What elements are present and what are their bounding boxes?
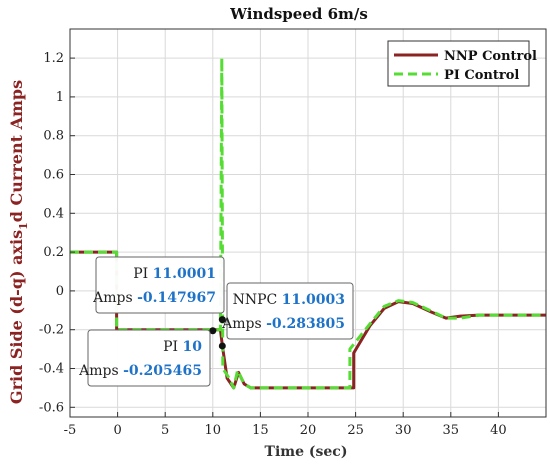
y-tick-label: -0.2 bbox=[39, 323, 64, 338]
datatip-x-label: PI bbox=[133, 266, 152, 282]
datatip-y-value: -0.283805 bbox=[266, 316, 345, 332]
y-tick-label: 1 bbox=[56, 90, 64, 105]
x-tick-label: 5 bbox=[161, 423, 169, 438]
datatip-x-line: NNPC 11.0003 bbox=[233, 292, 345, 308]
legend-label-pi: PI Control bbox=[444, 68, 519, 83]
x-tick-label: 40 bbox=[490, 423, 507, 438]
y-axis-label-main: Grid Side (d-q) axis bbox=[7, 230, 26, 404]
series-line-pi-control bbox=[70, 56, 546, 390]
datatip-marker[interactable] bbox=[218, 316, 226, 324]
datatip-y-line: Amps -0.205465 bbox=[78, 363, 202, 379]
x-tick-label: 35 bbox=[443, 423, 460, 438]
x-tick-label: 30 bbox=[395, 423, 412, 438]
datatip-y-label: Amps bbox=[78, 363, 123, 379]
chart-title: Windspeed 6m/s bbox=[229, 5, 368, 23]
y-axis-label-rest: d Current Amps bbox=[7, 80, 26, 222]
x-axis-label: Time (sec) bbox=[265, 444, 348, 460]
datatip-x-label: NNPC bbox=[233, 292, 282, 308]
datatip-y-line: Amps -0.283805 bbox=[221, 316, 345, 332]
y-tick-label: 0.2 bbox=[43, 245, 64, 260]
datatip-y-value: -0.147967 bbox=[137, 290, 216, 306]
y-tick-label: 0 bbox=[56, 284, 64, 299]
y-tick-label: 0.8 bbox=[43, 129, 64, 144]
y-tick-label: 0.6 bbox=[43, 168, 64, 183]
x-tick-label: 20 bbox=[300, 423, 317, 438]
legend-box bbox=[387, 40, 530, 87]
datatip-y-value: -0.205465 bbox=[123, 363, 202, 379]
datatip-x-line: PI 10 bbox=[163, 339, 202, 355]
datatip-x-value: 10 bbox=[183, 339, 203, 355]
datatip-marker[interactable] bbox=[218, 342, 226, 350]
x-tick-label: 15 bbox=[252, 423, 269, 438]
datatip-box[interactable] bbox=[87, 329, 211, 387]
datatip-x-value: 11.0001 bbox=[153, 266, 216, 282]
y-tick-label: 1.2 bbox=[43, 51, 64, 66]
datatip-box[interactable] bbox=[95, 256, 225, 314]
y-axis-label-subscript: 1 bbox=[17, 222, 30, 230]
datatip-box[interactable] bbox=[226, 282, 354, 340]
x-tick-label: -5 bbox=[64, 423, 77, 438]
y-tick-label: -0.4 bbox=[39, 362, 64, 377]
datatip-y-label: Amps bbox=[221, 316, 266, 332]
legend: NNP Control PI Control bbox=[387, 40, 537, 87]
datatip-y-label: Amps bbox=[92, 290, 137, 306]
x-tick-label: 0 bbox=[113, 423, 121, 438]
datatips: PI 11.0001 Amps -0.147967 NNPC 11.0003 Amps… bbox=[78, 256, 354, 387]
x-tick-label: 25 bbox=[347, 423, 364, 438]
datatip-x-value: 11.0003 bbox=[282, 292, 345, 308]
datatip-x-label: PI bbox=[163, 339, 182, 355]
y-tick-label: -0.6 bbox=[39, 400, 64, 415]
datatip-y-line: Amps -0.147967 bbox=[92, 290, 216, 306]
legend-label-nnp: NNP Control bbox=[444, 49, 537, 64]
y-axis-label: Grid Side (d-q) axis1d Current Amps bbox=[7, 80, 30, 404]
y-tick-label: 0.4 bbox=[43, 206, 64, 221]
datatip-x-line: PI 11.0001 bbox=[133, 266, 216, 282]
datatip-marker[interactable] bbox=[209, 327, 217, 335]
x-tick-label: 10 bbox=[205, 423, 222, 438]
axis-ticks: -5 0 5 10 15 20 25 30 35 40 -0.6 -0.4 -0.2 0 0.2 0.4 0.6… bbox=[39, 51, 507, 438]
